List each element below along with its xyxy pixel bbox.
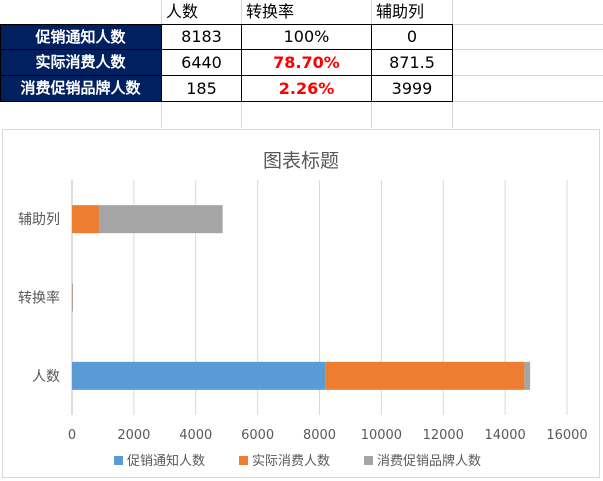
table-border <box>371 24 372 102</box>
legend-label: 促销通知人数 <box>127 453 205 469</box>
chart-title: 图表标题 <box>263 150 339 172</box>
spreadsheet: 人数 转换率 辅助列 促销通知人数 8183 100% 0 实际消费人数 644… <box>0 0 603 128</box>
x-tick-label: 0 <box>68 428 76 443</box>
row-label[interactable]: 消费促销品牌人数 <box>0 76 161 101</box>
x-tick-label: 16000 <box>546 428 587 443</box>
stacked-bar-chart: 图表标题 0 2000 4000 6000 8000 10000 12000 14000 1600… <box>18 150 588 469</box>
table-border <box>0 75 453 76</box>
header-rate[interactable]: 转换率 <box>246 2 295 21</box>
cell-aux[interactable]: 871.5 <box>389 53 435 72</box>
row-label[interactable]: 实际消费人数 <box>0 50 161 75</box>
header-aux[interactable]: 辅助列 <box>376 2 425 21</box>
legend-label: 实际消费人数 <box>252 454 330 469</box>
chart-container[interactable]: 图表标题 0 2000 4000 6000 8000 10000 12000 14000 1600… <box>2 129 600 478</box>
category-label: 转换率 <box>18 290 60 307</box>
cell-rate[interactable]: 100% <box>283 27 330 46</box>
category-label: 辅助列 <box>18 212 60 228</box>
table-border <box>161 24 162 102</box>
category-label: 人数 <box>32 369 60 385</box>
cell-rate[interactable]: 2.26% <box>278 79 335 98</box>
x-tick-label: 14000 <box>484 428 525 443</box>
row-label[interactable]: 促销通知人数 <box>0 25 161 49</box>
legend-swatch <box>114 456 123 465</box>
x-tick-label: 4000 <box>179 428 212 443</box>
bar-segment <box>98 205 223 234</box>
legend-label: 消费促销品牌人数 <box>377 453 481 469</box>
x-tick-label: 8000 <box>303 428 336 443</box>
table-border <box>0 24 453 102</box>
bar-segment <box>72 205 99 234</box>
cell-aux[interactable]: 3999 <box>391 79 433 98</box>
header-people[interactable]: 人数 <box>166 2 199 21</box>
cell-people[interactable]: 8183 <box>181 27 222 46</box>
legend-swatch <box>239 456 248 465</box>
x-tick-label: 6000 <box>241 428 274 443</box>
legend-swatch <box>364 456 373 465</box>
cell-people[interactable]: 185 <box>186 79 217 98</box>
x-tick-label: 10000 <box>361 428 402 443</box>
table-border <box>241 24 242 102</box>
cell-aux[interactable]: 0 <box>406 27 418 46</box>
bar-segment <box>325 361 525 390</box>
cell-people[interactable]: 6440 <box>181 53 222 72</box>
bar-segment <box>72 283 73 312</box>
bar-segment <box>72 361 326 390</box>
x-tick-label: 2000 <box>117 428 150 443</box>
x-tick-label: 12000 <box>423 428 464 443</box>
table-border <box>0 49 453 50</box>
bar-segment <box>524 361 531 390</box>
cell-rate[interactable]: 78.70% <box>273 53 340 72</box>
